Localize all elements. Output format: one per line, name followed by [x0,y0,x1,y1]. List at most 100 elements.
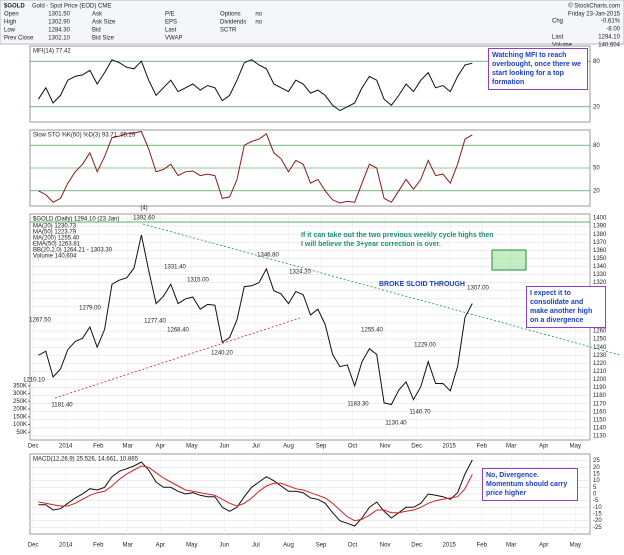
point-label: 1229.00 [414,343,436,349]
y-tick-label: 20 [593,465,600,471]
x-tick-label: Jun [220,543,230,549]
annotation: Watching MFI to reach overbought, once t… [488,48,588,90]
x-tick-label: Aug [283,543,294,549]
point-label: 1255.40 [361,328,383,334]
panel-title: $GOLD (Daily) 1294.10 (23 Jan) [33,217,119,223]
annotation: No, Divergence. Momentum should carry pr… [482,468,578,501]
y-tick-label: 80 [593,59,600,65]
y-tick-label: 5 [593,485,597,491]
field-label: Bid [92,28,101,34]
header-bg [0,0,624,45]
indicator-label: MA(200) 1255.40 [33,236,80,242]
x-tick-label: Jun [220,444,230,450]
y-tick-label: 20 [593,188,600,194]
x-tick-label: 2014 [59,444,73,450]
panel-title: MFI(14) 77.42 [33,49,71,55]
symbol-desc: Gold - Spot Price (EOD) CME [32,4,111,10]
volume-tick-label: 50K [16,430,27,436]
y-tick-label: 1320 [593,280,607,286]
point-label: 1346.80 [257,253,279,259]
y-tick-label: 1330 [593,272,607,278]
quote-date: Friday 23-Jan-2015 [568,12,621,18]
y-tick-label: 1190 [593,385,607,391]
field-value: 1284.30 [48,28,70,34]
y-tick-label: 1200 [593,377,607,383]
indicator-label: MA(50) 1223.79 [33,230,77,236]
y-tick-label: 50 [593,166,600,172]
x-tick-label: Apr [539,543,548,549]
y-tick-label: 25 [593,458,600,464]
field-value: 1302.90 [48,20,70,26]
point-label: 1277.40 [144,319,166,325]
x-tick-label: Feb [477,543,488,549]
field-value: no [255,20,262,26]
field-label: Prev Close [4,36,34,42]
volume-tick-label: 300K [13,391,27,397]
panel-title: MACD(12,26,9) 25.526, 14.661, 10.865 [33,457,139,463]
y-tick-label: 1160 [593,409,607,415]
y-tick-label: 1260 [593,329,607,335]
y-tick-label: 1130 [593,434,607,440]
x-tick-label: Oct [348,543,358,549]
x-tick-label: Feb [93,444,104,450]
x-tick-label: Apr [539,444,548,450]
point-label: (4) [140,206,147,212]
annotation: I expect it to consolidate and make anot… [526,286,606,328]
y-tick-label: 1350 [593,256,607,262]
signal-line [38,465,473,522]
x-tick-label: Dec [411,444,422,450]
y-tick-label: 1380 [593,232,607,238]
x-tick-label: Mar [506,543,516,549]
volume-tick-label: 100K [13,422,27,428]
price-line [38,234,473,406]
x-tick-label: Mar [506,444,516,450]
y-tick-label: 1390 [593,224,607,230]
panel-title: Slow STO %K(60) %D(3) 93.71, 95.29 [33,133,136,139]
annotation: BROKE SLOID THROUGH [379,281,465,288]
x-tick-label: Aug [283,444,294,450]
point-label: 1331.40 [164,265,186,271]
y-tick-label: 1210 [593,369,607,375]
y-tick-label: 1140 [593,425,607,431]
field-label: Last [552,35,564,41]
indicator-label: Volume 140,604 [33,254,77,260]
point-label: 1183.30 [347,402,369,408]
field-label: Last [165,28,177,34]
indicator-label: BB(20,2.0) 1264.21 - 1303.30 [33,248,113,254]
y-tick-label: -10 [593,505,602,511]
x-tick-label: Dec [28,444,39,450]
y-tick-label: 1240 [593,345,607,351]
y-tick-label: 1230 [593,353,607,359]
x-tick-label: Jul [252,444,260,450]
field-label: Dividends [220,20,246,26]
x-tick-label: Dec [28,543,39,549]
point-label: 1140.70 [409,410,431,416]
x-tick-label: Sep [316,543,327,549]
y-tick-label: 10 [593,478,600,484]
y-tick-label: 15 [593,472,600,478]
point-label: 1268.40 [167,328,189,334]
field-value: 1301.50 [48,12,70,18]
field-value: 1302.10 [48,36,70,42]
point-label: 1392.60 [133,216,155,222]
x-tick-label: 2014 [59,543,73,549]
point-label: 1267.50 [29,318,51,324]
x-tick-label: Mar [123,444,133,450]
x-tick-label: Apr [156,543,165,549]
field-label: Ask [92,12,103,18]
volume-tick-label: 150K [13,414,27,420]
indicator-label: EMA(50) 1263.81 [33,242,81,248]
field-label: VWAP [165,36,182,42]
y-tick-label: 0 [593,492,597,498]
x-tick-label: May [186,543,197,549]
field-label: Low [4,28,16,34]
annotation: If it can take out the two previous week… [301,232,494,248]
y-tick-label: -15 [593,512,602,518]
y-tick-label: 1370 [593,240,607,246]
field-label: Bid Size [92,36,115,42]
volume-tick-label: 200K [13,407,27,413]
x-tick-label: Dec [411,543,422,549]
point-label: 1240.20 [211,351,233,357]
highlight [491,249,527,271]
field-label: Options [220,12,241,18]
